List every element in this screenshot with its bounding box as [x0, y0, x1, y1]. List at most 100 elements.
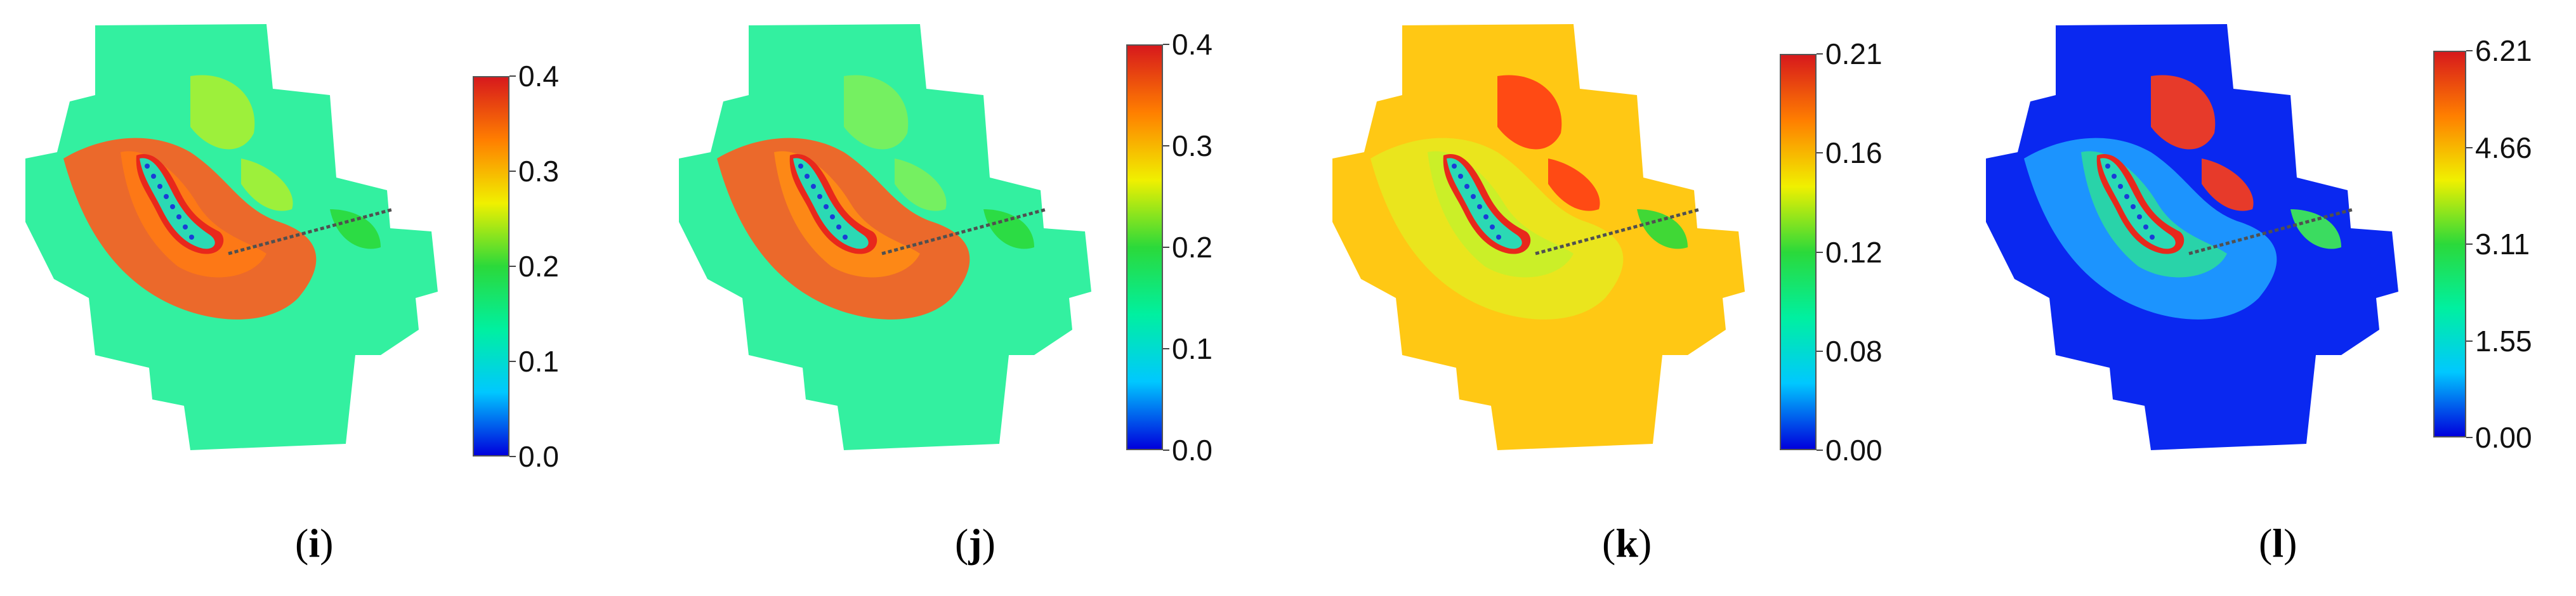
core-point [1452, 164, 1457, 169]
colorbar-tick-mark [2466, 243, 2473, 245]
core-point [170, 204, 175, 209]
field-region [2202, 159, 2254, 211]
transect-line [1535, 207, 1701, 256]
core-point [1483, 214, 1488, 219]
core-point [805, 174, 810, 179]
field-region [190, 75, 255, 150]
transect-line [2188, 207, 2355, 256]
colorbar-tick-label: 0.08 [1825, 334, 1883, 368]
colorbar-tick-label: 0.3 [1172, 129, 1212, 162]
colorbar-tick-label: 0.21 [1825, 37, 1883, 70]
panel-l: 6.21 4.66 3.11 1.55 0.00 (l) [1961, 0, 2576, 596]
panel-i: 0.4 0.3 0.2 0.1 0.0 (i) [0, 0, 644, 596]
core-point [151, 174, 156, 179]
pit-core [793, 158, 869, 249]
heatmap-map-i [25, 24, 438, 450]
colorbar-tick-mark [509, 171, 516, 172]
field-region [241, 159, 293, 211]
colorbar-tick-mark [1817, 53, 1823, 55]
colorbar-tick-mark [1817, 350, 1823, 352]
field-region [844, 75, 909, 150]
colorbar-tick-mark [1817, 251, 1823, 253]
core-point [164, 194, 169, 199]
core-point [1490, 224, 1495, 230]
panel-label-l: (l) [2259, 521, 2297, 566]
core-point [1464, 184, 1469, 189]
field-region [2151, 75, 2216, 150]
core-point [176, 214, 181, 219]
colorbar-tick-label: 0.3 [518, 155, 559, 188]
colorbar-l [2433, 51, 2466, 437]
colorbar-tick-label: 1.55 [2475, 324, 2532, 358]
field-region [1637, 209, 1688, 249]
field-region [983, 209, 1034, 249]
core-point [836, 224, 841, 230]
pit-core [2100, 158, 2176, 249]
field-region [1548, 159, 1600, 211]
core-point [1477, 204, 1482, 209]
colorbar-tick-mark [1163, 348, 1169, 349]
colorbar-i [473, 76, 509, 457]
colorbar-tick-label: 6.21 [2475, 34, 2532, 67]
core-point [2105, 164, 2110, 169]
colorbar-tick-mark [1817, 152, 1823, 154]
core-point [2112, 174, 2117, 179]
core-point [1471, 194, 1476, 199]
core-point [189, 235, 194, 240]
colorbar-j [1126, 44, 1163, 450]
colorbar-tick-label: 0.2 [1172, 231, 1212, 264]
core-point [2131, 204, 2136, 209]
transect-line [228, 207, 394, 256]
core-point [830, 214, 835, 219]
colorbar-tick-label: 0.4 [518, 60, 559, 93]
field-region [2290, 209, 2341, 249]
core-point [183, 224, 188, 230]
core-point [824, 204, 829, 209]
colorbar-tick-mark [2466, 146, 2473, 148]
colorbar-tick-label: 0.1 [518, 345, 559, 378]
heatmap-map-j [679, 24, 1091, 450]
colorbar-tick-mark [509, 266, 516, 267]
colorbar-tick-label: 0.12 [1825, 235, 1883, 269]
core-point [2124, 194, 2129, 199]
core-point [1458, 174, 1463, 179]
colorbar-tick-label: 0.00 [2475, 421, 2532, 454]
core-point [811, 184, 816, 189]
colorbar-tick-mark [1163, 450, 1169, 451]
transect-line [881, 207, 1048, 256]
panel-j: 0.4 0.3 0.2 0.1 0.0 (j) [654, 0, 1298, 596]
colorbar-tick-mark [2466, 50, 2473, 51]
heatmap-map-k [1332, 24, 1745, 450]
colorbar-k [1780, 54, 1817, 450]
pit-core [140, 158, 215, 249]
colorbar-tick-mark [509, 456, 516, 457]
colorbar-tick-label: 4.66 [2475, 131, 2532, 164]
core-point [2118, 184, 2123, 189]
colorbar-tick-label: 0.1 [1172, 332, 1212, 365]
colorbar-tick-mark [1163, 145, 1169, 146]
colorbar-tick-mark [509, 75, 516, 77]
colorbar-tick-label: 0.0 [1172, 434, 1212, 467]
core-point [798, 164, 803, 169]
panel-k: 0.21 0.16 0.12 0.08 0.00 (k) [1307, 0, 1951, 596]
colorbar-tick-label: 0.0 [518, 440, 559, 473]
colorbar-tick-mark [509, 361, 516, 362]
core-point [843, 235, 848, 240]
colorbar-tick-mark [2466, 437, 2473, 438]
colorbar-tick-mark [1163, 44, 1169, 45]
colorbar-tick-label: 0.16 [1825, 136, 1883, 170]
core-point [2137, 214, 2142, 219]
heatmap-map-l [1986, 24, 2398, 450]
core-point [2150, 235, 2155, 240]
panel-label-j: (j) [955, 521, 996, 566]
field-region [895, 159, 947, 211]
core-point [1496, 235, 1501, 240]
colorbar-tick-label: 0.00 [1825, 434, 1883, 467]
colorbar-tick-mark [1817, 450, 1823, 451]
colorbar-tick-label: 0.4 [1172, 28, 1212, 61]
panel-label-k: (k) [1602, 521, 1652, 566]
field-region [330, 209, 381, 249]
pit-core [1447, 158, 1522, 249]
core-point [2143, 224, 2148, 230]
field-region [1497, 75, 1562, 150]
